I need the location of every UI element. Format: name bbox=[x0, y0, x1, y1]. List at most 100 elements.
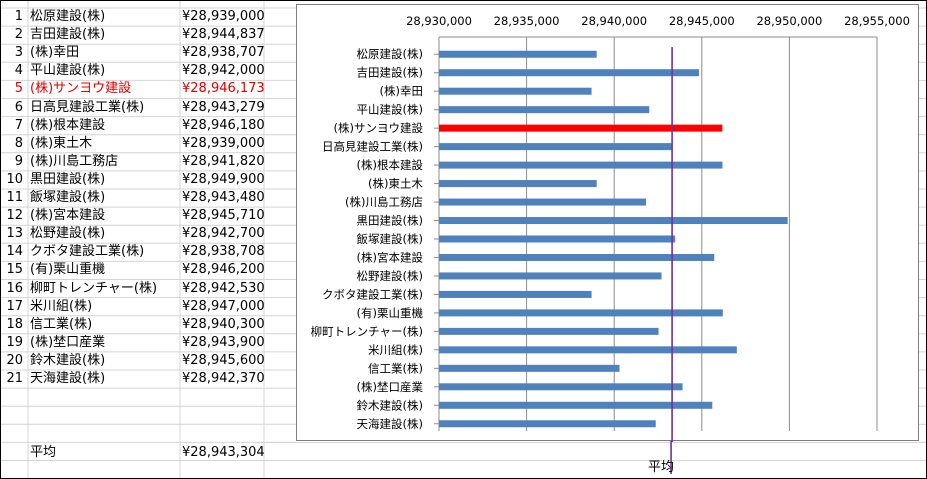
bar[interactable] bbox=[439, 124, 723, 132]
company-name-cell[interactable]: (株)サンヨウ建設 bbox=[30, 81, 132, 97]
bid-amount-cell[interactable]: ¥28,946,173 bbox=[182, 81, 265, 97]
company-name-cell[interactable]: 吉田建設(株) bbox=[30, 27, 106, 43]
company-name-cell[interactable]: (株)東土木 bbox=[30, 135, 93, 151]
company-name-cell[interactable]: 黒田建設(株) bbox=[30, 171, 106, 187]
company-name-cell[interactable]: (株)幸田 bbox=[30, 45, 80, 61]
row-number-cell[interactable]: 10 bbox=[6, 171, 23, 187]
row-number-cell[interactable]: 18 bbox=[6, 316, 23, 332]
category-label: クボタ建設工業(株) bbox=[322, 287, 423, 301]
row-number-cell[interactable]: 15 bbox=[6, 262, 23, 278]
row-number-cell[interactable]: 14 bbox=[6, 244, 23, 260]
row-number-cell[interactable]: 2 bbox=[14, 27, 23, 43]
bid-amount-cell[interactable]: ¥28,939,000 bbox=[182, 135, 265, 151]
bid-amount-cell[interactable]: ¥28,944,837 bbox=[182, 27, 265, 43]
company-name-cell[interactable]: クボタ建設工業(株) bbox=[30, 244, 145, 260]
company-name-cell[interactable]: 平山建設(株) bbox=[30, 63, 106, 79]
bid-amount-cell[interactable]: ¥28,943,480 bbox=[182, 190, 265, 205]
bar-chart[interactable]: 28,930,000 28,935,000 28,940,000 28,945,000… bbox=[296, 4, 919, 442]
company-name-cell[interactable]: (有)栗山重機 bbox=[30, 262, 106, 278]
bar[interactable] bbox=[439, 198, 647, 206]
bar[interactable] bbox=[439, 401, 713, 409]
category-label: 飯塚建設(株) bbox=[357, 232, 423, 246]
row-number-cell[interactable]: 3 bbox=[14, 45, 23, 61]
company-name-cell[interactable]: (株)川島工務店 bbox=[30, 153, 119, 169]
x-tick-label: 28,940,000 bbox=[581, 14, 647, 28]
bid-amount-cell[interactable]: ¥28,945,710 bbox=[182, 208, 265, 224]
row-number-cell[interactable]: 21 bbox=[6, 371, 23, 386]
bar[interactable] bbox=[439, 272, 662, 280]
row-number-cell[interactable]: 13 bbox=[6, 226, 23, 242]
bar[interactable] bbox=[439, 253, 715, 261]
row-number-cell[interactable]: 19 bbox=[6, 334, 23, 350]
bar[interactable] bbox=[439, 383, 683, 391]
row-number-cell[interactable]: 9 bbox=[14, 153, 23, 169]
bid-amount-cell[interactable]: ¥28,942,700 bbox=[182, 226, 265, 242]
bar[interactable] bbox=[439, 420, 656, 428]
category-label: (株)埜口産業 bbox=[357, 380, 424, 394]
bar[interactable] bbox=[439, 50, 597, 58]
company-name-cell[interactable]: 信工業(株) bbox=[30, 316, 93, 332]
category-label: (株)川島工務店 bbox=[345, 195, 423, 209]
company-name-cell[interactable]: (株)埜口産業 bbox=[30, 334, 106, 350]
row-number-cell[interactable]: 16 bbox=[6, 280, 23, 296]
bar[interactable] bbox=[439, 69, 699, 77]
bar[interactable] bbox=[439, 235, 676, 243]
row-number-cell[interactable]: 6 bbox=[14, 99, 23, 115]
row-number-cell[interactable]: 1 bbox=[14, 9, 23, 24]
row-number-cell[interactable]: 11 bbox=[6, 190, 23, 205]
company-name-cell[interactable]: 松野建設(株) bbox=[30, 226, 106, 242]
bar[interactable] bbox=[439, 87, 592, 95]
bid-amount-cell[interactable]: ¥28,941,820 bbox=[182, 153, 265, 169]
row-number-cell[interactable]: 8 bbox=[14, 135, 23, 151]
bar[interactable] bbox=[439, 143, 672, 151]
average-label-cell[interactable]: 平均 bbox=[30, 445, 57, 461]
bar[interactable] bbox=[439, 327, 659, 335]
bid-amount-cell[interactable]: ¥28,938,707 bbox=[182, 45, 265, 61]
row-number-cell[interactable]: 17 bbox=[6, 298, 23, 314]
bid-amount-cell[interactable]: ¥28,946,180 bbox=[182, 117, 265, 133]
x-tick-label: 28,945,000 bbox=[669, 14, 735, 28]
company-name-cell[interactable]: 飯塚建設(株) bbox=[30, 190, 106, 205]
bar[interactable] bbox=[439, 217, 788, 225]
row-number-cell[interactable]: 12 bbox=[6, 208, 23, 224]
category-label: 鈴木建設(株) bbox=[357, 398, 423, 412]
bar[interactable] bbox=[439, 180, 597, 188]
bar[interactable] bbox=[439, 364, 620, 372]
bid-amount-cell[interactable]: ¥28,943,279 bbox=[182, 99, 265, 115]
category-label: (株)根本建設 bbox=[357, 158, 424, 172]
company-name-cell[interactable]: 鈴木建設(株) bbox=[30, 352, 106, 368]
x-tick-label: 28,950,000 bbox=[756, 14, 822, 28]
bid-amount-cell[interactable]: ¥28,942,000 bbox=[182, 63, 265, 79]
row-number-cell[interactable]: 5 bbox=[14, 81, 23, 97]
bid-amount-cell[interactable]: ¥28,949,900 bbox=[182, 171, 265, 187]
bar[interactable] bbox=[439, 346, 737, 354]
bid-amount-cell[interactable]: ¥28,942,530 bbox=[182, 280, 265, 296]
bid-amount-cell[interactable]: ¥28,946,200 bbox=[182, 262, 265, 278]
category-label: 日高見建設工業(株) bbox=[322, 140, 423, 154]
row-number-cell[interactable]: 20 bbox=[6, 352, 23, 368]
company-name-cell[interactable]: 柳町トレンチャー(株) bbox=[30, 280, 158, 296]
bid-amount-cell[interactable]: ¥28,943,900 bbox=[182, 334, 265, 350]
row-number-cell[interactable]: 4 bbox=[14, 63, 23, 79]
bid-amount-cell[interactable]: ¥28,947,000 bbox=[182, 298, 265, 314]
x-tick-label: 28,955,000 bbox=[844, 14, 910, 28]
company-name-cell[interactable]: 日高見建設工業(株) bbox=[30, 99, 145, 115]
company-name-cell[interactable]: 天海建設(株) bbox=[30, 371, 106, 386]
bar[interactable] bbox=[439, 309, 723, 317]
company-name-cell[interactable]: 米川組(株) bbox=[30, 298, 93, 314]
category-label: (株)サンヨウ建設 bbox=[334, 121, 424, 135]
bid-amount-cell[interactable]: ¥28,940,300 bbox=[182, 316, 265, 332]
average-value-cell[interactable]: ¥28,943,304 bbox=[182, 445, 265, 461]
bar[interactable] bbox=[439, 161, 723, 169]
bar[interactable] bbox=[439, 106, 650, 114]
company-name-cell[interactable]: (株)宮本建設 bbox=[30, 208, 106, 224]
bid-amount-cell[interactable]: ¥28,938,708 bbox=[182, 244, 265, 260]
bid-amount-cell[interactable]: ¥28,945,600 bbox=[182, 352, 265, 368]
bar[interactable] bbox=[439, 290, 592, 298]
bid-amount-cell[interactable]: ¥28,942,370 bbox=[182, 371, 265, 386]
company-name-cell[interactable]: 松原建設(株) bbox=[30, 9, 106, 24]
row-number-cell[interactable]: 7 bbox=[14, 117, 23, 133]
bid-amount-cell[interactable]: ¥28,939,000 bbox=[182, 9, 265, 24]
company-name-cell[interactable]: (株)根本建設 bbox=[30, 117, 106, 133]
